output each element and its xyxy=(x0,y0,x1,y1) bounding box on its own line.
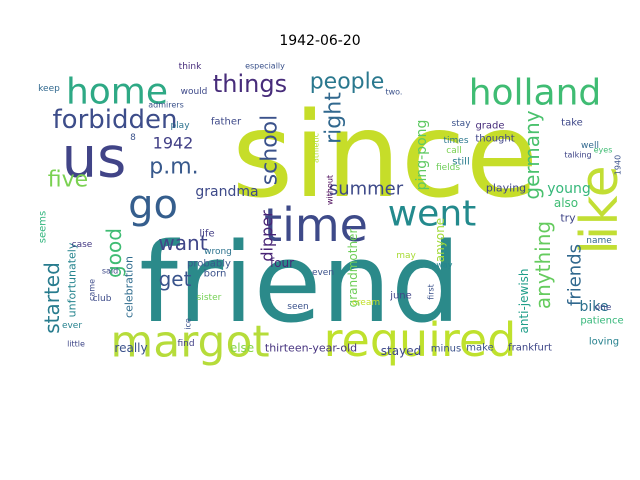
cloud-word: people xyxy=(310,70,385,95)
cloud-word: june xyxy=(389,291,412,302)
cloud-word: five xyxy=(48,168,88,193)
cloud-word: right xyxy=(322,92,347,144)
cloud-word: young xyxy=(547,181,590,197)
cloud-word: one xyxy=(595,303,612,313)
cloud-word: would xyxy=(181,87,208,97)
chart-title: 1942-06-20 xyxy=(279,33,361,49)
cloud-word: celebration xyxy=(123,256,136,318)
cloud-word: like xyxy=(570,165,630,254)
cloud-word: seen xyxy=(287,302,308,312)
cloud-word: since xyxy=(232,86,539,224)
cloud-word: cream xyxy=(352,298,380,308)
cloud-word: things xyxy=(213,70,287,98)
cloud-word: anti-jewish xyxy=(517,268,531,333)
cloud-word: thought xyxy=(475,134,514,145)
cloud-word: try xyxy=(560,212,576,225)
cloud-word: frankfurt xyxy=(508,343,552,354)
cloud-word: minus xyxy=(431,344,461,355)
cloud-word: loving xyxy=(589,337,619,348)
cloud-word: fields xyxy=(436,163,460,173)
cloud-word: stayed xyxy=(381,344,421,358)
cloud-word: also xyxy=(554,196,578,210)
cloud-word: bike xyxy=(580,299,609,315)
cloud-word: friends xyxy=(565,244,586,306)
cloud-word: want xyxy=(158,231,207,255)
cloud-word: go xyxy=(128,182,178,228)
cloud-word: grandma xyxy=(195,184,258,200)
cloud-word: play xyxy=(170,121,190,131)
cloud-word: call xyxy=(446,146,461,156)
cloud-word: germany xyxy=(520,110,544,199)
cloud-word: ice xyxy=(184,318,193,330)
cloud-word: holland xyxy=(469,73,602,114)
cloud-word: first xyxy=(427,284,436,300)
cloud-word: well xyxy=(581,141,599,151)
cloud-word: unfortunately xyxy=(66,242,79,317)
cloud-word: two. xyxy=(386,88,403,97)
cloud-word: name xyxy=(586,236,612,246)
cloud-word: make xyxy=(466,343,493,354)
cloud-word: stay xyxy=(451,119,471,129)
cloud-word: father xyxy=(211,117,242,128)
cloud-word: anything xyxy=(531,221,555,309)
cloud-word: times xyxy=(443,136,468,146)
cloud-word: time xyxy=(264,198,368,252)
cloud-word: grade xyxy=(475,121,504,132)
cloud-word: find xyxy=(177,339,194,349)
cloud-word: ever xyxy=(62,321,82,331)
cloud-word: summer xyxy=(329,179,404,200)
cloud-word: keep xyxy=(38,84,60,94)
cloud-word: good xyxy=(102,228,126,278)
cloud-word: sister xyxy=(197,293,222,303)
cloud-word: wrong xyxy=(204,247,232,257)
cloud-word: even xyxy=(312,268,334,278)
cloud-word: think xyxy=(179,62,202,72)
cloud-word: get xyxy=(159,267,192,291)
cloud-word: came xyxy=(88,279,97,301)
cloud-word: else xyxy=(230,341,254,355)
cloud-word: talking xyxy=(564,151,591,160)
cloud-word: club xyxy=(93,294,112,304)
cloud-word: away xyxy=(431,261,452,270)
cloud-word: said xyxy=(102,267,118,276)
cloud-word: grandmother xyxy=(346,229,360,308)
cloud-word: home xyxy=(66,72,168,113)
cloud-word: probably xyxy=(187,259,231,270)
cloud-word: patience xyxy=(580,316,623,327)
cloud-word: friend xyxy=(139,219,461,347)
cloud-word: school xyxy=(258,115,283,186)
cloud-word: 1942 xyxy=(153,134,194,153)
cloud-word: little xyxy=(67,340,85,349)
cloud-word: still xyxy=(452,157,469,168)
cloud-word: case xyxy=(72,240,93,250)
cloud-word: 1940 xyxy=(614,155,623,175)
cloud-word: forbidden xyxy=(53,105,178,135)
cloud-word: anyone xyxy=(433,218,447,262)
cloud-word: required xyxy=(324,313,517,367)
cloud-word: 8 xyxy=(130,133,136,143)
cloud-word: really xyxy=(114,341,147,355)
cloud-word: margot xyxy=(110,317,269,368)
cloud-word: us xyxy=(62,126,127,191)
cloud-word: born xyxy=(204,269,227,280)
cloud-word: thirteen-year-old xyxy=(265,342,357,355)
cloud-word: life xyxy=(199,229,214,240)
cloud-word: started xyxy=(40,262,64,334)
cloud-word: p.m. xyxy=(149,155,198,180)
cloud-word: especially xyxy=(245,62,285,71)
cloud-word: take xyxy=(561,118,583,129)
cloud-word: may xyxy=(396,251,416,261)
cloud-word: went xyxy=(388,194,477,235)
cloud-word: dipper xyxy=(258,210,277,262)
cloud-word: four xyxy=(270,256,294,270)
cloud-word: athletic xyxy=(312,133,321,163)
cloud-word: without xyxy=(326,175,335,205)
cloud-word: admirers xyxy=(148,101,184,110)
cloud-word: seems xyxy=(38,211,49,243)
cloud-word: playing xyxy=(486,182,526,195)
cloud-word: eyes xyxy=(594,146,613,155)
cloud-word: ping-pong xyxy=(414,120,430,191)
